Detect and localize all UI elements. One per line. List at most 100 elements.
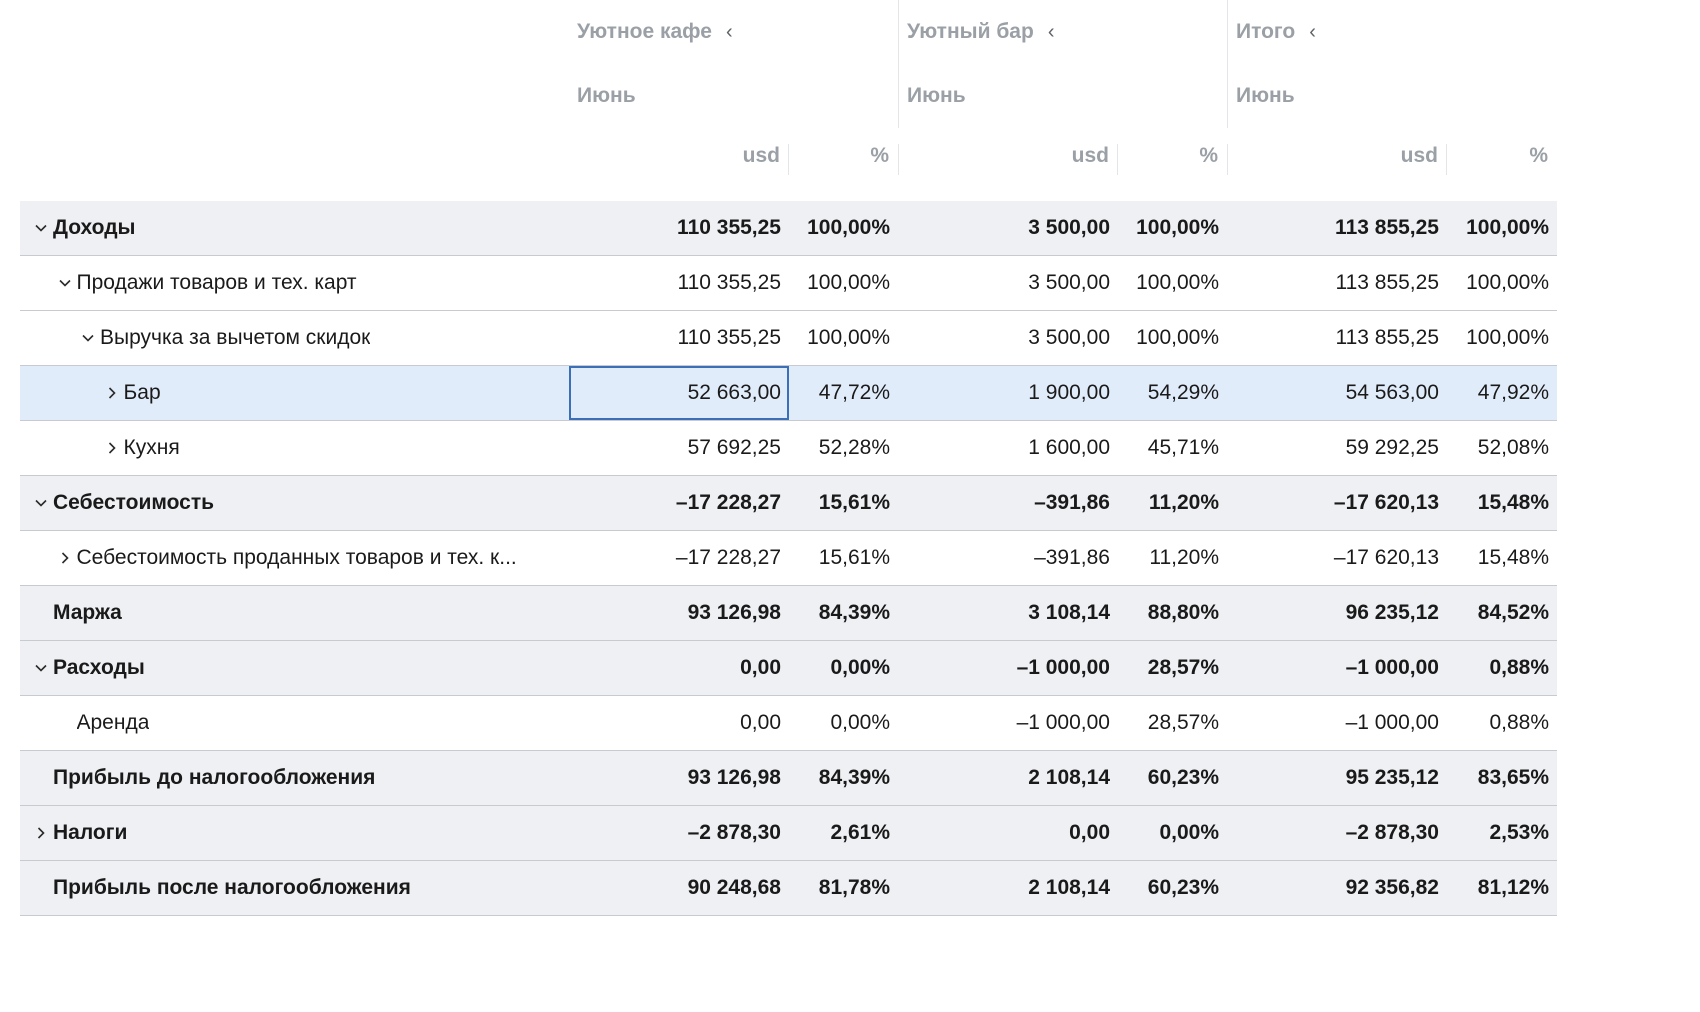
chevron-left-icon[interactable]: ‹ [725, 21, 733, 43]
amount-cell[interactable]: 96 235,12 [1345, 601, 1439, 624]
percent-cell[interactable]: 84,52% [1477, 601, 1549, 624]
percent-cell[interactable]: 54,29% [1147, 381, 1219, 404]
amount-cell[interactable]: 54 563,00 [1345, 381, 1439, 404]
amount-cell[interactable]: 1 600,00 [1028, 436, 1110, 459]
amount-cell[interactable]: 57 692,25 [687, 436, 781, 459]
percent-cell[interactable]: 52,08% [1477, 436, 1549, 459]
percent-cell[interactable]: 84,39% [818, 766, 890, 789]
percent-cell[interactable]: 0,00% [830, 656, 890, 679]
amount-cell[interactable]: –1 000,00 [1016, 656, 1110, 679]
chevron-right-icon[interactable] [56, 548, 74, 568]
amount-cell[interactable]: –17 228,27 [675, 546, 781, 569]
amount-cell[interactable]: –391,86 [1034, 491, 1110, 514]
chevron-left-icon[interactable]: ‹ [1047, 21, 1055, 43]
percent-cell[interactable]: 100,00% [1466, 326, 1549, 349]
table-row[interactable]: Выручка за вычетом скидок 110 355,25 100,0… [20, 311, 1557, 366]
amount-cell[interactable]: 2 108,14 [1028, 766, 1110, 789]
percent-cell[interactable]: 11,20% [1148, 491, 1219, 514]
amount-cell[interactable]: 0,00 [1069, 821, 1110, 844]
amount-cell[interactable]: 93 126,98 [687, 601, 781, 624]
table-row[interactable]: Маржа 93 126,98 84,39% 3 108,14 88,80% 96 235… [20, 586, 1557, 641]
amount-cell[interactable]: 110 355,25 [677, 216, 781, 239]
amount-cell[interactable]: 1 900,00 [1028, 381, 1110, 404]
amount-cell[interactable]: 93 126,98 [687, 766, 781, 789]
row-label-cell[interactable]: Себестоимость [20, 476, 568, 530]
amount-cell[interactable]: –1 000,00 [1345, 656, 1439, 679]
percent-cell[interactable]: 0,88% [1489, 711, 1549, 734]
percent-cell[interactable]: 100,00% [1466, 216, 1549, 239]
amount-cell[interactable]: 90 248,68 [687, 876, 781, 899]
percent-cell[interactable]: 60,23% [1147, 766, 1219, 789]
row-label-cell[interactable]: Аренда [20, 696, 568, 750]
row-label-cell[interactable]: Маржа [20, 586, 568, 640]
percent-cell[interactable]: 100,00% [1136, 326, 1219, 349]
percent-cell[interactable]: 81,12% [1477, 876, 1549, 899]
chevron-down-icon[interactable] [32, 658, 50, 678]
percent-cell[interactable]: 2,53% [1489, 821, 1549, 844]
table-row[interactable]: Бар 52 663,00 47,72% 1 900,00 54,29% 54 563,0… [20, 366, 1557, 421]
row-label-cell[interactable]: Продажи товаров и тех. карт [20, 256, 568, 310]
percent-cell[interactable]: 47,72% [818, 381, 890, 404]
amount-cell[interactable]: –1 000,00 [1016, 711, 1110, 734]
table-row[interactable]: Себестоимость –17 228,27 15,61% –391,86 11,2… [20, 476, 1557, 531]
percent-cell[interactable]: 28,57% [1147, 656, 1219, 679]
percent-cell[interactable]: 52,28% [818, 436, 890, 459]
percent-cell[interactable]: 83,65% [1477, 766, 1549, 789]
percent-cell[interactable]: 15,61% [818, 491, 890, 514]
table-row[interactable]: Аренда 0,00 0,00% –1 000,00 28,57% –1 000,00 0… [20, 696, 1557, 751]
chevron-left-icon[interactable]: ‹ [1309, 21, 1316, 43]
amount-cell[interactable]: –391,86 [1034, 546, 1110, 569]
percent-cell[interactable]: 60,23% [1147, 876, 1219, 899]
table-row[interactable]: Доходы 110 355,25 100,00% 3 500,00 100,00% 11… [20, 201, 1557, 256]
percent-cell[interactable]: 100,00% [1136, 216, 1219, 239]
amount-cell[interactable]: 3 500,00 [1028, 216, 1110, 239]
amount-cell[interactable]: –17 228,27 [675, 491, 781, 514]
column-group-header[interactable]: Уютный бар ‹ [898, 0, 1227, 64]
row-label-cell[interactable]: Прибыль до налогообложения [20, 751, 568, 805]
amount-cell[interactable]: 0,00 [740, 711, 781, 734]
amount-cell[interactable]: –2 878,30 [687, 821, 781, 844]
row-label-cell[interactable]: Расходы [20, 641, 568, 695]
chevron-right-icon[interactable] [32, 823, 50, 843]
amount-cell[interactable]: 0,00 [740, 656, 781, 679]
percent-cell[interactable]: 100,00% [1466, 271, 1549, 294]
amount-cell[interactable]: 3 500,00 [1028, 326, 1110, 349]
percent-cell[interactable]: 0,88% [1489, 656, 1549, 679]
row-label-cell[interactable]: Выручка за вычетом скидок [20, 311, 568, 365]
amount-cell[interactable]: 2 108,14 [1028, 876, 1110, 899]
column-group-header[interactable]: Итого ‹ [1227, 0, 1557, 64]
row-label-cell[interactable]: Кухня [20, 421, 568, 475]
chevron-down-icon[interactable] [32, 218, 50, 238]
column-group-header[interactable]: Уютное кафе ‹ [569, 0, 898, 64]
percent-cell[interactable]: 47,92% [1477, 381, 1549, 404]
table-row[interactable]: Прибыль после налогообложения 90 248,68 81… [20, 861, 1557, 916]
table-row[interactable]: Кухня 57 692,25 52,28% 1 600,00 45,71% 59 292… [20, 421, 1557, 476]
amount-cell[interactable]: 113 855,25 [1335, 216, 1439, 239]
row-label-cell[interactable]: Себестоимость проданных товаров и тех. к… [20, 531, 568, 585]
amount-cell[interactable]: –17 620,13 [1333, 491, 1439, 514]
table-row[interactable]: Продажи товаров и тех. карт 110 355,25 100… [20, 256, 1557, 311]
row-label-cell[interactable]: Бар [20, 366, 568, 420]
table-row[interactable]: Себестоимость проданных товаров и тех. к… [20, 531, 1557, 586]
percent-cell[interactable]: 100,00% [807, 216, 890, 239]
amount-cell[interactable]: 110 355,25 [677, 271, 781, 294]
percent-cell[interactable]: 0,00% [1159, 821, 1219, 844]
percent-cell[interactable]: 0,00% [830, 711, 890, 734]
percent-cell[interactable]: 28,57% [1147, 711, 1219, 734]
amount-cell[interactable]: 92 356,82 [1345, 876, 1439, 899]
row-label-cell[interactable]: Прибыль после налогообложения [20, 861, 568, 915]
amount-cell[interactable]: 59 292,25 [1345, 436, 1439, 459]
percent-cell[interactable]: 100,00% [807, 326, 890, 349]
chevron-right-icon[interactable] [103, 383, 121, 403]
amount-cell[interactable]: –2 878,30 [1345, 821, 1439, 844]
percent-cell[interactable]: 15,48% [1477, 546, 1549, 569]
amount-cell[interactable]: 52 663,00 [687, 381, 781, 404]
chevron-down-icon[interactable] [32, 493, 50, 513]
amount-cell[interactable]: 113 855,25 [1335, 326, 1439, 349]
percent-cell[interactable]: 11,20% [1149, 546, 1219, 569]
table-row[interactable]: Расходы 0,00 0,00% –1 000,00 28,57% –1 000,00… [20, 641, 1557, 696]
amount-cell[interactable]: –1 000,00 [1345, 711, 1439, 734]
amount-cell[interactable]: 3 500,00 [1028, 271, 1110, 294]
table-row[interactable]: Налоги –2 878,30 2,61% 0,00 0,00% –2 878,30 2,… [20, 806, 1557, 861]
table-row[interactable]: Прибыль до налогообложения 93 126,98 84,39… [20, 751, 1557, 806]
